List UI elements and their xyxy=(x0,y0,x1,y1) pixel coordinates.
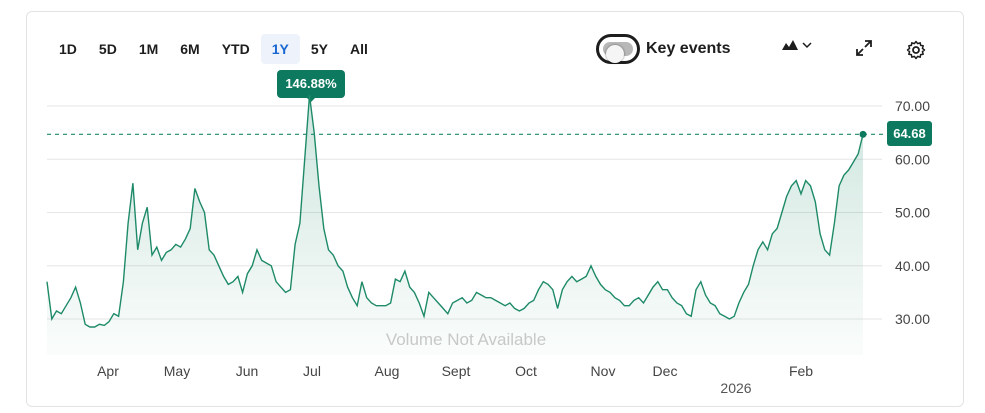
key-events-label: Key events xyxy=(646,40,731,57)
current-price-badge: 64.68 xyxy=(887,121,932,146)
settings-button[interactable] xyxy=(906,40,926,65)
expand-icon xyxy=(856,40,872,56)
chart-type-button[interactable] xyxy=(782,39,812,51)
expand-button[interactable] xyxy=(855,39,873,62)
toggle-track xyxy=(603,42,633,63)
range-1m-button[interactable]: 1M xyxy=(138,41,159,57)
key-events-control[interactable]: Key events xyxy=(596,34,731,64)
hover-change-tooltip: 146.88% xyxy=(277,70,345,98)
range-selector: 1D 5D 1M 6M YTD 1Y 5Y All xyxy=(48,34,379,64)
range-1y-button[interactable]: 1Y xyxy=(260,34,300,64)
range-5d-button[interactable]: 5D xyxy=(98,41,117,57)
range-all-button[interactable]: All xyxy=(349,41,368,57)
tooltip-arrow xyxy=(306,97,316,102)
range-1d-button[interactable]: 1D xyxy=(59,41,77,57)
toggle-knob xyxy=(606,45,624,63)
chart-card xyxy=(26,11,964,407)
range-ytd-button[interactable]: YTD xyxy=(221,41,250,57)
chevron-down-icon xyxy=(802,42,812,49)
range-5y-button[interactable]: 5Y xyxy=(310,41,328,57)
key-events-toggle[interactable] xyxy=(596,34,640,64)
range-6m-button[interactable]: 6M xyxy=(180,41,200,57)
mountain-chart-icon xyxy=(782,40,798,50)
gear-icon xyxy=(906,40,926,60)
